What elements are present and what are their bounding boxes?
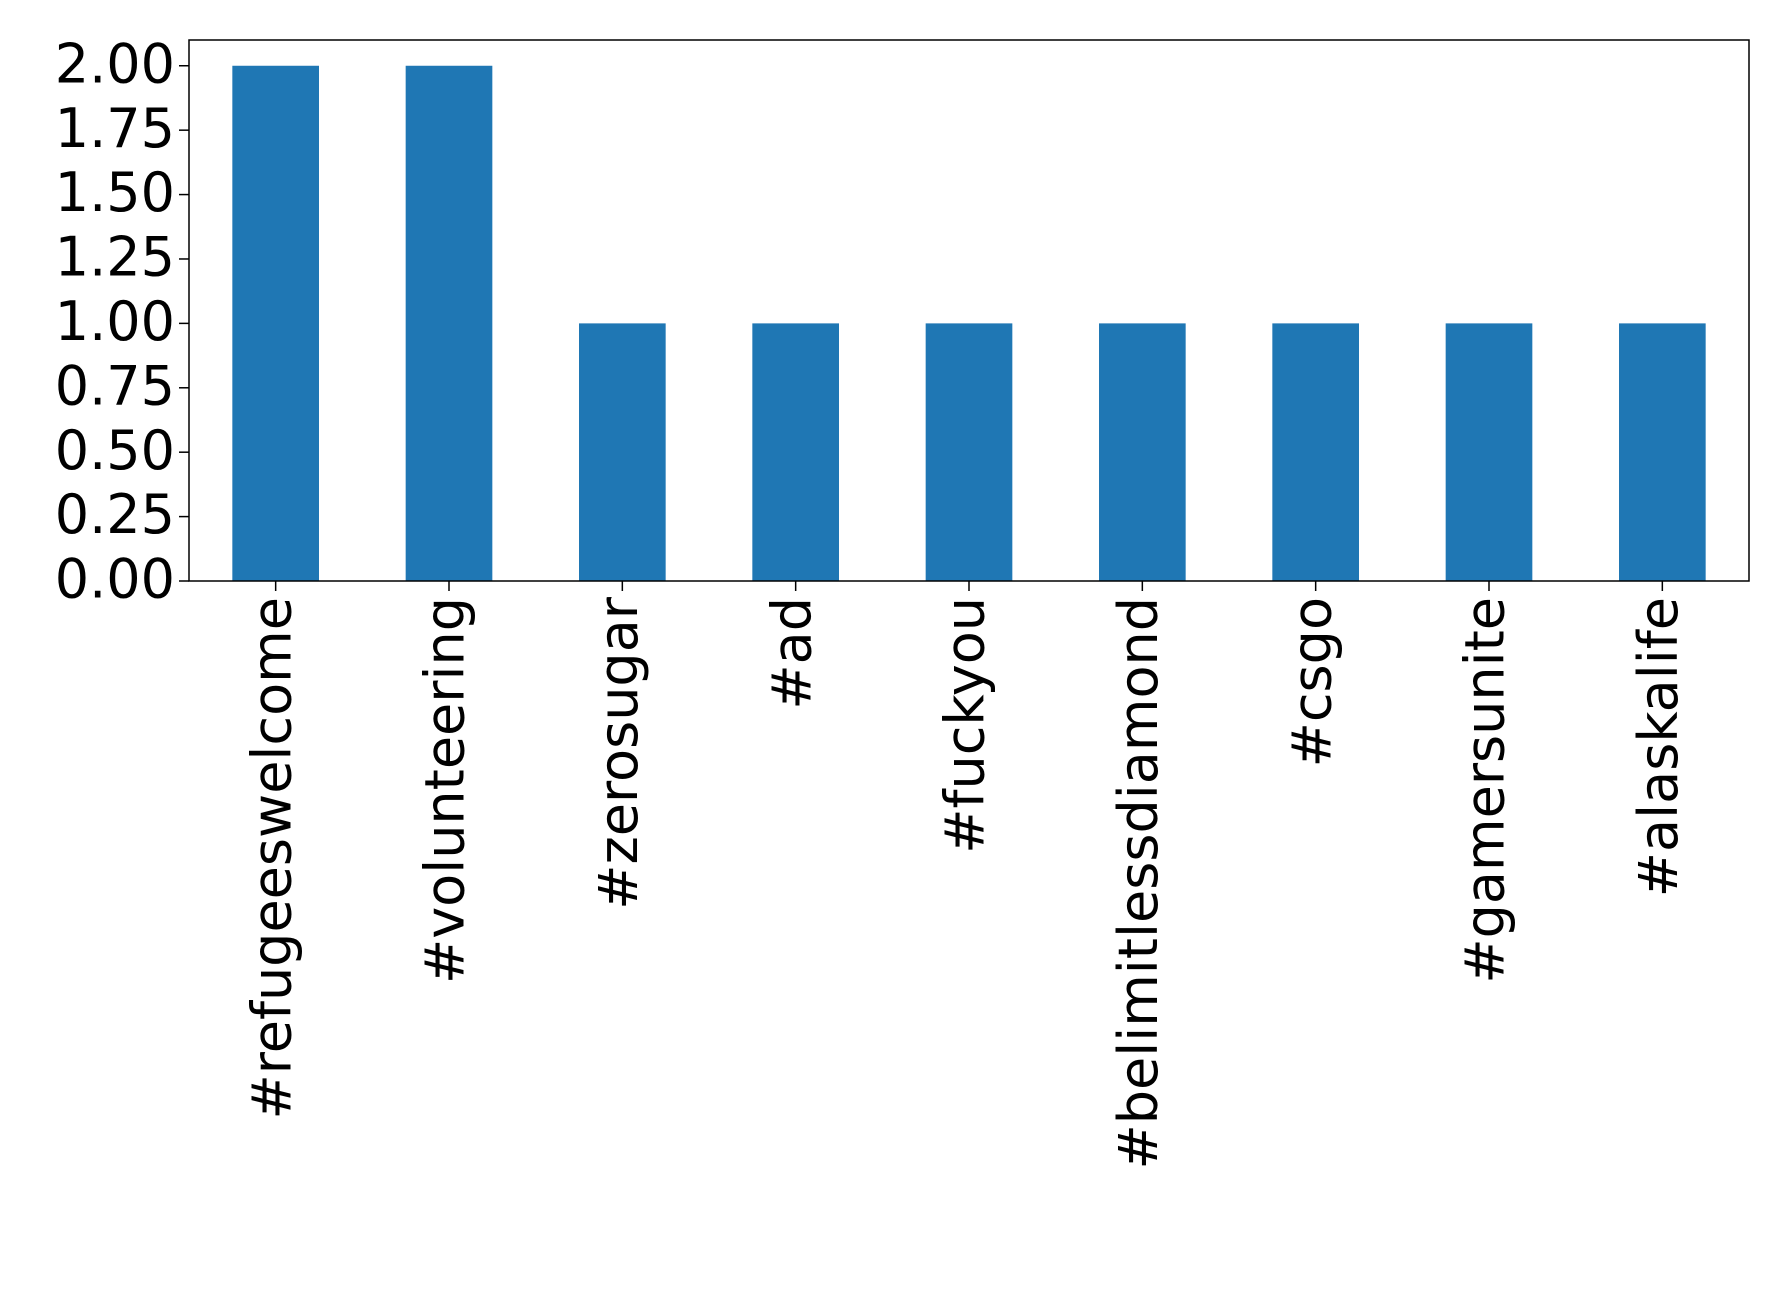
bar	[1272, 323, 1359, 581]
bar	[405, 65, 493, 581]
bar	[579, 323, 666, 581]
x-tick-label: #belimitlessdiamond	[1107, 597, 1170, 1170]
y-tick-label: 0.00	[55, 548, 175, 611]
y-tick-label: 1.25	[55, 226, 175, 289]
y-tick-label: 1.75	[55, 97, 175, 160]
x-tick-label: #fuckyou	[934, 597, 997, 854]
y-tick-label: 0.50	[55, 419, 175, 482]
bar	[752, 323, 839, 581]
bar	[1445, 323, 1533, 581]
x-tick-label: #csgo	[1280, 597, 1343, 767]
y-tick-label: 0.75	[55, 354, 175, 417]
plot-frame	[188, 39, 1750, 582]
bar	[1619, 323, 1706, 581]
x-tick-label: #zerosugar	[587, 596, 650, 910]
x-tick-label: #gamersunite	[1454, 597, 1517, 984]
y-tick-label: 1.00	[55, 290, 175, 353]
x-tick-label: #alaskalife	[1627, 597, 1690, 897]
x-tick-label: #ad	[760, 597, 823, 710]
bar	[925, 323, 1013, 581]
x-tick-label: #refugeeswelcome	[240, 597, 303, 1120]
bar	[1099, 323, 1186, 581]
bar	[232, 65, 319, 581]
y-tick-label: 1.50	[55, 161, 175, 224]
x-tick-label: #volunteering	[414, 597, 477, 984]
y-tick-label: 0.25	[55, 483, 175, 546]
y-tick-label: 2.00	[55, 32, 175, 95]
